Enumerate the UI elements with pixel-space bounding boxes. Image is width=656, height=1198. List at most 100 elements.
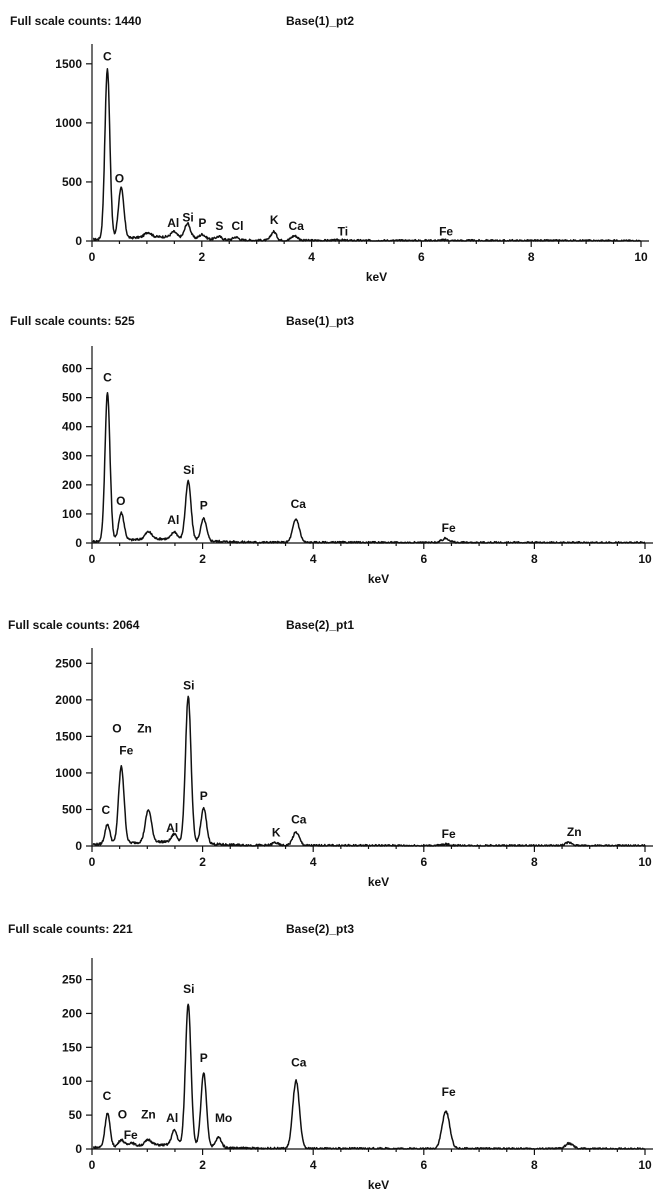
x-tick-label: 0 xyxy=(89,250,96,264)
peak-label: Si xyxy=(182,211,193,225)
x-tick-label: 10 xyxy=(638,552,652,566)
peak-label: K xyxy=(272,826,281,840)
x-tick-label: 6 xyxy=(420,552,427,566)
spectrum-chart-1: 0 500 1000 1500 0 2 4 6 8 10 keV C O Al Si P S Cl K Ca Ti Fe xyxy=(55,44,649,284)
peak-label: K xyxy=(270,213,279,227)
peak-label: O xyxy=(116,494,125,508)
spectrum-title: Base(2)_pt3 xyxy=(286,922,355,936)
peak-label: C xyxy=(101,803,110,817)
peak-label: P xyxy=(200,499,208,513)
peak-label: Zn xyxy=(137,722,152,736)
peak-label: Fe xyxy=(442,521,456,535)
peak-label: S xyxy=(215,219,223,233)
full-scale-counts-label: Full scale counts: 1440 xyxy=(10,14,142,28)
y-tick-label: 1500 xyxy=(55,57,82,71)
y-tick-label: 1500 xyxy=(55,729,82,743)
spectrum-trace xyxy=(92,1003,646,1150)
full-scale-counts-label: Full scale counts: 2064 xyxy=(8,618,140,632)
x-tick-label: 8 xyxy=(531,855,538,869)
y-tick-label: 1000 xyxy=(55,766,82,780)
x-tick-label: 2 xyxy=(198,250,205,264)
peak-label: C xyxy=(103,1089,112,1103)
full-scale-counts-label: Full scale counts: 221 xyxy=(8,922,133,936)
x-tick-label: 10 xyxy=(634,250,648,264)
spectrum-chart-3: 0 500 1000 1500 2000 2500 0 2 4 6 8 10 keV C O Fe Zn Al Si… xyxy=(55,648,653,889)
y-tick-label: 250 xyxy=(62,973,82,987)
peak-label: Ca xyxy=(291,497,307,511)
y-tick-label: 500 xyxy=(62,391,82,405)
peak-label: Fe xyxy=(442,827,456,841)
peak-label: Ca xyxy=(291,1055,307,1069)
peak-label: O xyxy=(112,722,121,736)
x-axis-label: keV xyxy=(366,270,387,284)
spectrum-panel-1: Full scale counts: 1440 Base(1)_pt2 0 500… xyxy=(0,0,656,298)
x-tick-label: 4 xyxy=(310,1158,317,1172)
peak-label: P xyxy=(200,1051,208,1065)
x-axis-label: keV xyxy=(368,1178,389,1192)
spectrum-panel-4: Full scale counts: 221 Base(2)_pt3 0 50 10… xyxy=(0,908,656,1198)
peak-label: Fe xyxy=(442,1085,456,1099)
y-tick-label: 150 xyxy=(62,1040,82,1054)
peak-label: C xyxy=(103,371,112,385)
y-tick-label: 2000 xyxy=(55,693,82,707)
peak-label: Al xyxy=(167,513,179,527)
spectrum-title: Base(1)_pt3 xyxy=(286,314,355,328)
peak-label: Ca xyxy=(289,219,305,233)
y-tick-label: 1000 xyxy=(55,116,82,130)
y-tick-label: 300 xyxy=(62,449,82,463)
x-tick-label: 6 xyxy=(420,855,427,869)
y-tick-label: 0 xyxy=(75,234,82,248)
full-scale-counts-label: Full scale counts: 525 xyxy=(10,314,135,328)
y-tick-label: 200 xyxy=(62,1006,82,1020)
x-axis-label: keV xyxy=(368,875,389,889)
peak-label: Si xyxy=(183,463,194,477)
spectrum-panel-2: Full scale counts: 525 Base(1)_pt3 0 100 2… xyxy=(0,300,656,600)
spectrum-title: Base(1)_pt2 xyxy=(286,14,355,28)
y-tick-label: 400 xyxy=(62,420,82,434)
y-tick-label: 0 xyxy=(75,839,82,853)
x-tick-label: 8 xyxy=(531,1158,538,1172)
x-tick-label: 8 xyxy=(531,552,538,566)
y-tick-label: 0 xyxy=(75,1142,82,1156)
x-tick-label: 4 xyxy=(308,250,315,264)
x-tick-label: 10 xyxy=(638,1158,652,1172)
x-tick-label: 2 xyxy=(199,552,206,566)
y-tick-label: 100 xyxy=(62,1074,82,1088)
y-tick-label: 2500 xyxy=(55,656,82,670)
peak-label: Si xyxy=(183,982,194,996)
x-tick-label: 6 xyxy=(420,1158,427,1172)
x-tick-label: 2 xyxy=(199,1158,206,1172)
spectrum-title: Base(2)_pt1 xyxy=(286,618,355,632)
peak-label: Ca xyxy=(291,812,307,826)
x-tick-label: 2 xyxy=(199,855,206,869)
x-tick-label: 10 xyxy=(638,855,652,869)
peak-label: Al xyxy=(167,216,179,230)
y-tick-label: 200 xyxy=(62,478,82,492)
y-tick-label: 600 xyxy=(62,362,82,376)
y-tick-label: 100 xyxy=(62,507,82,521)
peak-label: Al xyxy=(166,1111,178,1125)
peak-label: O xyxy=(118,1108,127,1122)
peak-label: Fe xyxy=(119,744,133,758)
spectrum-chart-2: 0 100 200 300 400 500 600 0 2 4 6 8 10 keV C O Al Si P Ca Fe xyxy=(62,346,653,586)
x-tick-label: 4 xyxy=(310,552,317,566)
x-tick-label: 0 xyxy=(89,552,96,566)
y-tick-label: 500 xyxy=(62,802,82,816)
peak-label: Si xyxy=(183,679,194,693)
peak-label: Al xyxy=(166,821,178,835)
peak-label: Cl xyxy=(231,219,243,233)
peak-label: Fe xyxy=(439,225,453,239)
y-tick-label: 50 xyxy=(69,1108,83,1122)
x-tick-label: 0 xyxy=(89,855,96,869)
peak-label: Mo xyxy=(215,1111,232,1125)
x-tick-label: 4 xyxy=(310,855,317,869)
y-tick-label: 0 xyxy=(75,536,82,550)
x-tick-label: 8 xyxy=(528,250,535,264)
peak-label: Ti xyxy=(338,225,348,239)
peak-label: Zn xyxy=(141,1108,156,1122)
peak-label: Fe xyxy=(124,1128,138,1142)
peak-label: Zn xyxy=(567,825,582,839)
spectrum-panel-3: Full scale counts: 2064 Base(2)_pt1 0 500… xyxy=(0,604,656,904)
x-tick-label: 6 xyxy=(418,250,425,264)
